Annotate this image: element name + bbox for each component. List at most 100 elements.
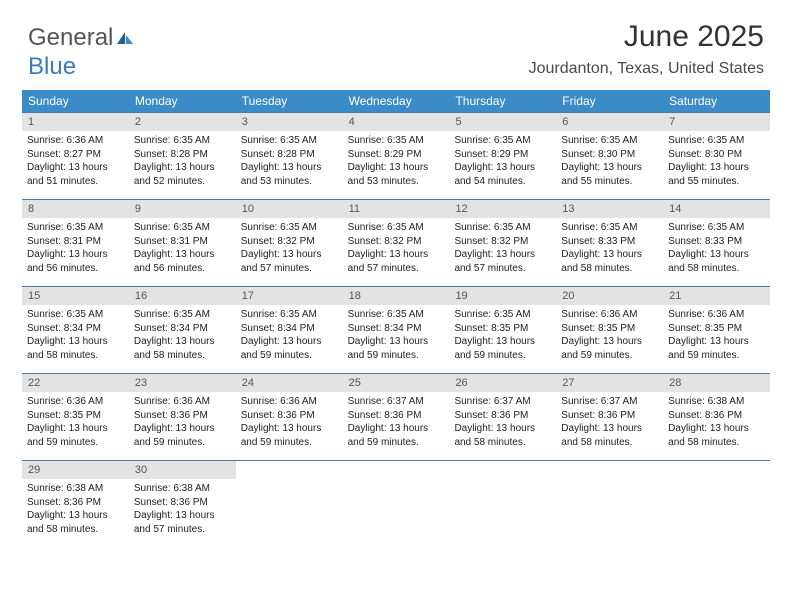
- calendar-day-cell: 26Sunrise: 6:37 AMSunset: 8:36 PMDayligh…: [449, 374, 556, 460]
- logo-text-blue: Blue: [28, 53, 76, 80]
- daylight-line: Daylight: 13 hours and 56 minutes.: [27, 248, 124, 275]
- daylight-line: Daylight: 13 hours and 58 minutes.: [27, 335, 124, 362]
- day-number: 11: [343, 200, 450, 218]
- sunrise-line: Sunrise: 6:35 AM: [454, 134, 551, 148]
- calendar-week-row: 1Sunrise: 6:36 AMSunset: 8:27 PMDaylight…: [22, 112, 770, 199]
- day-details: Sunrise: 6:36 AMSunset: 8:35 PMDaylight:…: [22, 392, 129, 454]
- daylight-line: Daylight: 13 hours and 51 minutes.: [27, 161, 124, 188]
- calendar-day-cell: 22Sunrise: 6:36 AMSunset: 8:35 PMDayligh…: [22, 374, 129, 460]
- calendar-day-cell: 20Sunrise: 6:36 AMSunset: 8:35 PMDayligh…: [556, 287, 663, 373]
- daylight-line: Daylight: 13 hours and 58 minutes.: [668, 422, 765, 449]
- calendar-day-cell: 23Sunrise: 6:36 AMSunset: 8:36 PMDayligh…: [129, 374, 236, 460]
- daylight-line: Daylight: 13 hours and 54 minutes.: [454, 161, 551, 188]
- sunrise-line: Sunrise: 6:35 AM: [454, 308, 551, 322]
- weekday-header: Wednesday: [343, 90, 450, 112]
- day-number: 19: [449, 287, 556, 305]
- day-number: 28: [663, 374, 770, 392]
- calendar-header-row: Sunday Monday Tuesday Wednesday Thursday…: [22, 90, 770, 112]
- day-number: 23: [129, 374, 236, 392]
- day-details: Sunrise: 6:36 AMSunset: 8:35 PMDaylight:…: [663, 305, 770, 367]
- daylight-line: Daylight: 13 hours and 59 minutes.: [348, 335, 445, 362]
- sunrise-line: Sunrise: 6:35 AM: [348, 134, 445, 148]
- day-number: 7: [663, 113, 770, 131]
- logo-sail-icon: [115, 25, 135, 53]
- sunrise-line: Sunrise: 6:38 AM: [668, 395, 765, 409]
- day-number: 9: [129, 200, 236, 218]
- sunrise-line: Sunrise: 6:35 AM: [134, 308, 231, 322]
- day-details: Sunrise: 6:35 AMSunset: 8:34 PMDaylight:…: [236, 305, 343, 367]
- day-details: Sunrise: 6:36 AMSunset: 8:35 PMDaylight:…: [556, 305, 663, 367]
- calendar-day-cell: 27Sunrise: 6:37 AMSunset: 8:36 PMDayligh…: [556, 374, 663, 460]
- daylight-line: Daylight: 13 hours and 55 minutes.: [561, 161, 658, 188]
- calendar-day-cell: 5Sunrise: 6:35 AMSunset: 8:29 PMDaylight…: [449, 113, 556, 199]
- sunset-line: Sunset: 8:32 PM: [454, 235, 551, 249]
- sunrise-line: Sunrise: 6:37 AM: [561, 395, 658, 409]
- sunrise-line: Sunrise: 6:35 AM: [561, 134, 658, 148]
- day-details: Sunrise: 6:35 AMSunset: 8:29 PMDaylight:…: [449, 131, 556, 193]
- weekday-header: Tuesday: [236, 90, 343, 112]
- sunset-line: Sunset: 8:29 PM: [348, 148, 445, 162]
- sunset-line: Sunset: 8:32 PM: [348, 235, 445, 249]
- sunset-line: Sunset: 8:33 PM: [668, 235, 765, 249]
- daylight-line: Daylight: 13 hours and 58 minutes.: [27, 509, 124, 536]
- calendar-day-cell: 10Sunrise: 6:35 AMSunset: 8:32 PMDayligh…: [236, 200, 343, 286]
- day-details: Sunrise: 6:35 AMSunset: 8:28 PMDaylight:…: [129, 131, 236, 193]
- calendar-day-cell: 4 Sunrise: 6:35 AMSunset: 8:29 PMDaylight…: [343, 113, 450, 199]
- daylight-line: Daylight: 13 hours and 58 minutes.: [134, 335, 231, 362]
- sunrise-line: Sunrise: 6:37 AM: [348, 395, 445, 409]
- day-number: 14: [663, 200, 770, 218]
- day-number: 5: [449, 113, 556, 131]
- day-number: 3: [236, 113, 343, 131]
- day-number: 16: [129, 287, 236, 305]
- sunrise-line: Sunrise: 6:38 AM: [27, 482, 124, 496]
- daylight-line: Daylight: 13 hours and 59 minutes.: [454, 335, 551, 362]
- sunset-line: Sunset: 8:29 PM: [454, 148, 551, 162]
- calendar-day-cell: 30Sunrise: 6:38 AMSunset: 8:36 PMDayligh…: [129, 461, 236, 547]
- day-details: Sunrise: 6:35 AMSunset: 8:32 PMDaylight:…: [236, 218, 343, 280]
- sunset-line: Sunset: 8:36 PM: [348, 409, 445, 423]
- daylight-line: Daylight: 13 hours and 58 minutes.: [454, 422, 551, 449]
- sunset-line: Sunset: 8:31 PM: [134, 235, 231, 249]
- day-number: 2: [129, 113, 236, 131]
- sunset-line: Sunset: 8:34 PM: [27, 322, 124, 336]
- sunset-line: Sunset: 8:36 PM: [27, 496, 124, 510]
- sunrise-line: Sunrise: 6:35 AM: [27, 308, 124, 322]
- day-number: 25: [343, 374, 450, 392]
- daylight-line: Daylight: 13 hours and 57 minutes.: [348, 248, 445, 275]
- sunrise-line: Sunrise: 6:35 AM: [668, 221, 765, 235]
- sunrise-line: Sunrise: 6:35 AM: [241, 134, 338, 148]
- sunset-line: Sunset: 8:36 PM: [668, 409, 765, 423]
- calendar-day-cell: 15Sunrise: 6:35 AMSunset: 8:34 PMDayligh…: [22, 287, 129, 373]
- day-details: Sunrise: 6:35 AMSunset: 8:33 PMDaylight:…: [663, 218, 770, 280]
- day-number: 8: [22, 200, 129, 218]
- daylight-line: Daylight: 13 hours and 58 minutes.: [561, 248, 658, 275]
- sunset-line: Sunset: 8:33 PM: [561, 235, 658, 249]
- sunrise-line: Sunrise: 6:37 AM: [454, 395, 551, 409]
- calendar-day-cell: 18Sunrise: 6:35 AMSunset: 8:34 PMDayligh…: [343, 287, 450, 373]
- day-number: 13: [556, 200, 663, 218]
- sunset-line: Sunset: 8:30 PM: [668, 148, 765, 162]
- daylight-line: Daylight: 13 hours and 53 minutes.: [348, 161, 445, 188]
- calendar-week-row: 22Sunrise: 6:36 AMSunset: 8:35 PMDayligh…: [22, 373, 770, 460]
- calendar-day-cell: 16Sunrise: 6:35 AMSunset: 8:34 PMDayligh…: [129, 287, 236, 373]
- day-number: 24: [236, 374, 343, 392]
- daylight-line: Daylight: 13 hours and 59 minutes.: [348, 422, 445, 449]
- daylight-line: Daylight: 13 hours and 57 minutes.: [454, 248, 551, 275]
- location-subtitle: Jourdanton, Texas, United States: [529, 60, 764, 78]
- day-number: 6: [556, 113, 663, 131]
- calendar-day-cell: 28 Sunrise: 6:38 AMSunset: 8:36 PMDayligh…: [663, 374, 770, 460]
- calendar-week-row: 15Sunrise: 6:35 AMSunset: 8:34 PMDayligh…: [22, 286, 770, 373]
- weekday-header: Monday: [129, 90, 236, 112]
- sunrise-line: Sunrise: 6:35 AM: [668, 134, 765, 148]
- calendar-day-cell: 3Sunrise: 6:35 AMSunset: 8:28 PMDaylight…: [236, 113, 343, 199]
- day-number: 4: [343, 113, 450, 131]
- sunset-line: Sunset: 8:36 PM: [134, 409, 231, 423]
- day-details: Sunrise: 6:37 AMSunset: 8:36 PMDaylight:…: [556, 392, 663, 454]
- sunset-line: Sunset: 8:31 PM: [27, 235, 124, 249]
- daylight-line: Daylight: 13 hours and 59 minutes.: [27, 422, 124, 449]
- sunrise-line: Sunrise: 6:36 AM: [241, 395, 338, 409]
- sunset-line: Sunset: 8:35 PM: [561, 322, 658, 336]
- calendar-day-cell: 2Sunrise: 6:35 AMSunset: 8:28 PMDaylight…: [129, 113, 236, 199]
- calendar-day-cell: 19Sunrise: 6:35 AMSunset: 8:35 PMDayligh…: [449, 287, 556, 373]
- logo-text-gray: General: [28, 24, 113, 51]
